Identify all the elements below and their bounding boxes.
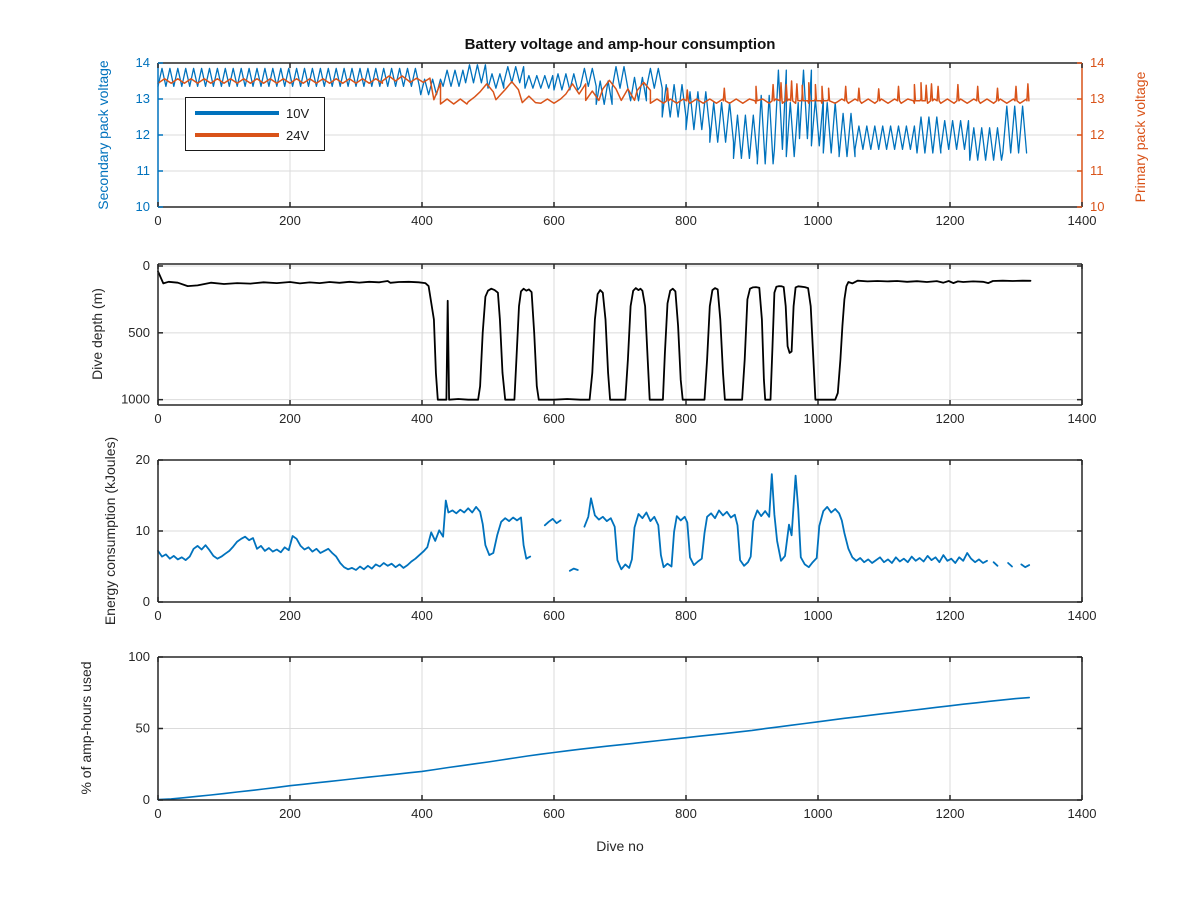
x-tick-label: 600 (543, 411, 565, 426)
y-tick-label-right: 13 (1090, 91, 1104, 106)
x-tick-label: 800 (675, 213, 697, 228)
x-tick-label: 0 (154, 411, 161, 426)
x-tick-label: 1000 (804, 411, 833, 426)
ylabel-energy-consumption: Energy consumption (kJoules) (102, 436, 118, 626)
x-tick-label: 1200 (936, 411, 965, 426)
ylabel-primary-pack-voltage: Primary pack voltage (1132, 71, 1148, 203)
series-line-energy-consumption (1007, 562, 1013, 568)
y-tick-label-left: 11 (137, 163, 151, 178)
y-tick-label-left: 12 (136, 127, 150, 142)
legend-label-24v: 24V (286, 127, 310, 143)
y-tick-label-left: 500 (128, 325, 150, 340)
ylabel-amp-hours-used: % of amp-hours used (78, 661, 94, 795)
x-tick-label: 1200 (936, 213, 965, 228)
series-line-energy-consumption (583, 473, 988, 571)
x-tick-label: 200 (279, 806, 301, 821)
y-tick-label-left: 13 (136, 91, 150, 106)
x-tick-label: 1400 (1068, 608, 1097, 623)
x-tick-label: 600 (543, 213, 565, 228)
x-tick-label: 1200 (936, 608, 965, 623)
x-tick-label: 1400 (1068, 411, 1097, 426)
x-tick-label: 0 (154, 806, 161, 821)
y-tick-label-right: 11 (1090, 163, 1104, 178)
y-tick-label-left: 100 (128, 649, 150, 664)
x-tick-label: 0 (154, 608, 161, 623)
x-tick-label: 0 (154, 213, 161, 228)
series-line-energy-consumption (1020, 563, 1031, 569)
y-tick-label-right: 14 (1090, 55, 1104, 70)
x-tick-label: 1000 (804, 213, 833, 228)
x-tick-label: 400 (411, 806, 433, 821)
plot-title: Battery voltage and amp-hour consumption (464, 36, 776, 53)
energy-panel: 0 200 400 600 800 1000 1200 1400 0 10 20 (136, 452, 1097, 623)
y-tick-label-left: 10 (136, 523, 150, 538)
series-line-dive-depth (157, 270, 1032, 401)
legend-item-24v: 24V (186, 129, 324, 142)
legend-label-10v: 10V (286, 105, 310, 121)
x-tick-label: 800 (675, 608, 697, 623)
x-tick-label: 800 (675, 411, 697, 426)
y-tick-label-left: 50 (136, 721, 150, 736)
x-tick-label: 1400 (1068, 806, 1097, 821)
y-tick-label-left: 0 (143, 594, 150, 609)
x-tick-label: 800 (675, 806, 697, 821)
y-tick-label-left: 14 (136, 55, 150, 70)
y-tick-label-left: 20 (136, 452, 150, 467)
legend-line-sample-10v (195, 111, 279, 115)
ylabel-dive-depth: Dive depth (m) (89, 288, 105, 380)
y-tick-label-left: 10 (136, 199, 150, 214)
y-tick-label-left: 0 (143, 258, 150, 273)
series-line--of-amp-hours-used (157, 696, 1030, 801)
x-tick-label: 400 (411, 608, 433, 623)
legend: 10V 24V (185, 97, 325, 151)
x-tick-label: 600 (543, 806, 565, 821)
x-tick-label: 1000 (804, 608, 833, 623)
series-line-energy-consumption (543, 518, 562, 527)
ylabel-secondary-pack-voltage: Secondary pack voltage (95, 60, 111, 210)
legend-item-10v: 10V (186, 107, 324, 120)
x-tick-label: 200 (279, 411, 301, 426)
x-tick-label: 400 (411, 411, 433, 426)
x-tick-label: 600 (543, 608, 565, 623)
amp-hours-panel: 0 200 400 600 800 1000 1200 1400 0 50 100 (128, 649, 1096, 821)
series-line-energy-consumption (157, 499, 532, 571)
y-tick-label-left: 1000 (121, 392, 150, 407)
x-tick-label: 400 (411, 213, 433, 228)
xlabel-dive-no: Dive no (596, 838, 644, 854)
series-line-24v-primary-pack-voltage (157, 75, 1030, 105)
depth-panel: 0 200 400 600 800 1000 1200 1400 0 500 1000 (121, 258, 1096, 426)
x-tick-label: 1400 (1068, 213, 1097, 228)
voltage-panel: 0 200 400 600 800 1000 1200 1400101112131410111… (136, 55, 1105, 228)
legend-line-sample-24v (195, 133, 279, 137)
x-tick-label: 200 (279, 213, 301, 228)
y-tick-label-right: 12 (1090, 127, 1104, 142)
series-line-energy-consumption (568, 567, 579, 572)
series-line-energy-consumption (992, 561, 999, 567)
x-tick-label: 200 (279, 608, 301, 623)
y-tick-label-right: 10 (1090, 199, 1104, 214)
x-tick-label: 1000 (804, 806, 833, 821)
y-tick-label-left: 0 (143, 792, 150, 807)
x-tick-label: 1200 (936, 806, 965, 821)
